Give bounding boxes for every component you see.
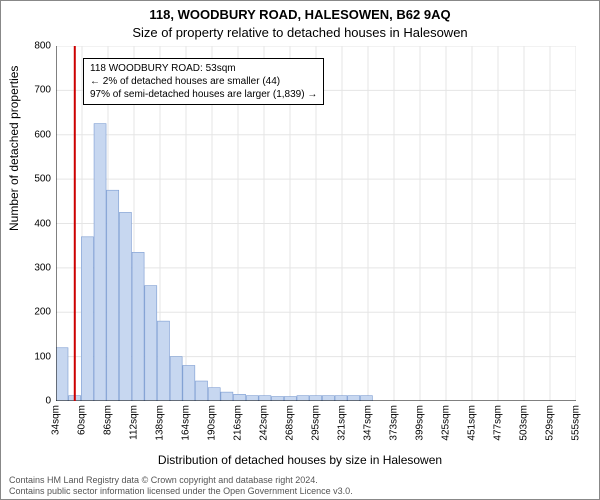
info-line-3: 97% of semi-detached houses are larger (… — [90, 88, 317, 101]
xtick-label: 477sqm — [493, 405, 504, 441]
ytick-label: 700 — [34, 85, 51, 96]
chart-title: 118, WOODBURY ROAD, HALESOWEN, B62 9AQ — [1, 7, 599, 22]
ytick-label: 600 — [34, 129, 51, 140]
xtick-label: 503sqm — [519, 405, 530, 441]
chart-subtitle: Size of property relative to detached ho… — [1, 25, 599, 40]
ytick-label: 300 — [34, 262, 51, 273]
plot-region: 0100200300400500600700800 34sqm60sqm86sq… — [56, 46, 576, 401]
xtick-label: 164sqm — [181, 405, 192, 441]
xtick-label: 138sqm — [155, 405, 166, 441]
xtick-label: 60sqm — [77, 405, 88, 435]
xtick-label: 242sqm — [259, 405, 270, 441]
info-line-1: 118 WOODBURY ROAD: 53sqm — [90, 62, 317, 75]
xtick-label: 347sqm — [363, 405, 374, 441]
xtick-label: 268sqm — [285, 405, 296, 441]
chart-container: 118, WOODBURY ROAD, HALESOWEN, B62 9AQ S… — [0, 0, 600, 500]
ytick-label: 100 — [34, 351, 51, 362]
xtick-label: 34sqm — [51, 405, 62, 435]
footnote-line-1: Contains HM Land Registry data © Crown c… — [9, 475, 318, 485]
xtick-label: 373sqm — [389, 405, 400, 441]
info-box: 118 WOODBURY ROAD: 53sqm ← 2% of detache… — [83, 58, 324, 105]
xtick-label: 112sqm — [129, 405, 140, 440]
ytick-label: 200 — [34, 307, 51, 318]
xtick-label: 425sqm — [441, 405, 452, 441]
xtick-label: 321sqm — [337, 405, 348, 441]
info-line-2: ← 2% of detached houses are smaller (44) — [90, 75, 317, 88]
xtick-label: 295sqm — [311, 405, 322, 441]
xtick-label: 216sqm — [233, 405, 244, 441]
xtick-label: 451sqm — [467, 405, 478, 441]
xtick-label: 86sqm — [103, 405, 114, 435]
y-axis-label: Number of detached properties — [7, 66, 21, 231]
xtick-label: 399sqm — [415, 405, 426, 441]
footnote: Contains HM Land Registry data © Crown c… — [9, 475, 591, 498]
ytick-label: 800 — [34, 41, 51, 52]
ytick-label: 400 — [34, 218, 51, 229]
xtick-label: 529sqm — [545, 405, 556, 441]
xtick-label: 190sqm — [207, 405, 218, 441]
xtick-label: 555sqm — [571, 405, 582, 441]
footnote-line-2: Contains public sector information licen… — [9, 486, 353, 496]
ytick-label: 500 — [34, 174, 51, 185]
x-axis-label: Distribution of detached houses by size … — [1, 453, 599, 467]
